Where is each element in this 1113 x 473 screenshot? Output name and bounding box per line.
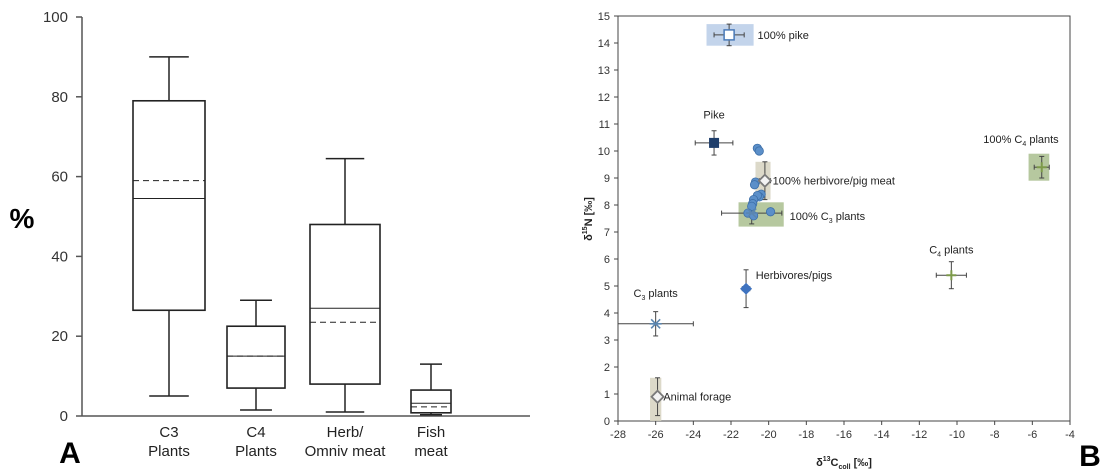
b-point-label: 100% pike — [757, 30, 808, 42]
b-point-label: C4 plants — [929, 245, 974, 259]
a-y-tick-label: 100 — [43, 9, 68, 26]
b-y-tick-label: 12 — [598, 92, 610, 104]
panel-a: % A 0 20 40 60 80 100 C3 Plants C4 Plants Herb/Om… — [10, 9, 530, 470]
a-category-label: Plants — [148, 443, 190, 460]
b-x-tick-label: -14 — [874, 429, 890, 441]
b-point-label: Herbivores/pigs — [756, 270, 833, 282]
b-y-tick-label: 1 — [604, 389, 610, 401]
panel-b: -28 -26 -24 -22 -20 -18 -16 -14 -12 -10 -8 -6 -40123… — [582, 11, 1101, 473]
b-x-tick-label: -28 — [610, 429, 626, 441]
b-x-tick-label: -20 — [761, 429, 777, 441]
a-category-label: Herb/ — [327, 424, 365, 441]
b-x-tick-label: -12 — [911, 429, 927, 441]
a-box — [132, 99, 206, 312]
b-y-tick-label: 2 — [604, 362, 610, 374]
b-endmember-marker — [745, 208, 758, 219]
b-y-tick-label: 3 — [604, 335, 610, 347]
b-point-label: 100% C3 plants — [790, 211, 866, 225]
b-point-label: Pike — [703, 110, 724, 122]
b-y-tick-label: 6 — [604, 254, 610, 266]
b-point-label: Animal forage — [663, 392, 731, 404]
b-x-tick-label: -8 — [990, 429, 1000, 441]
b-x-tick-label: -10 — [949, 429, 965, 441]
b-y-tick-label: 4 — [604, 308, 610, 320]
a-y-tick-label: 0 — [60, 408, 68, 425]
a-box — [309, 223, 381, 385]
a-y-tick-label: 80 — [51, 89, 68, 106]
b-y-tick-label: 13 — [598, 65, 610, 77]
b-x-tick-label: -22 — [723, 429, 739, 441]
b-y-tick-label: 7 — [604, 227, 610, 239]
a-category-label: Omniv meat — [305, 443, 387, 460]
b-individual-point — [765, 207, 776, 217]
a-y-tick-label: 60 — [51, 169, 68, 186]
b-y-tick-label: 5 — [604, 281, 610, 293]
b-x-tick-label: -26 — [648, 429, 664, 441]
a-category-label: meat — [414, 443, 448, 460]
b-endmember-marker — [1036, 162, 1047, 173]
a-y-tick-label: 20 — [51, 328, 68, 345]
a-y-tick-label: 40 — [51, 248, 68, 265]
b-source-marker — [946, 270, 957, 281]
a-category-label: C3 — [159, 424, 178, 441]
b-x-tick-label: -16 — [836, 429, 852, 441]
b-x-tick-label: -6 — [1027, 429, 1037, 441]
a-category-label: Fish — [417, 424, 445, 441]
b-x-tick-label: -18 — [798, 429, 814, 441]
b-endmember-marker — [650, 389, 665, 404]
a-category-label: Plants — [235, 443, 277, 460]
b-individual-point — [749, 180, 760, 190]
b-point-label: C3 plants — [634, 288, 679, 302]
b-point-label: 100% C4 plants — [983, 134, 1059, 148]
b-endmember-marker — [757, 173, 773, 188]
b-x-tick-label: -24 — [685, 429, 701, 441]
a-y-label: % — [10, 203, 35, 234]
b-x-label: δ13Ccoll [‰] — [816, 456, 872, 471]
b-source-marker — [740, 282, 753, 295]
a-box — [226, 325, 286, 389]
a-panel-label: A — [59, 437, 81, 470]
a-box — [410, 389, 452, 414]
b-y-tick-label: 10 — [598, 146, 610, 158]
b-y-tick-label: 15 — [598, 11, 610, 23]
b-x-tick-label: -4 — [1065, 429, 1075, 441]
a-category-label: C4 — [246, 424, 265, 441]
b-y-tick-label: 0 — [604, 416, 610, 428]
b-endmember-marker — [723, 29, 735, 41]
b-y-label: δ15N [‰] — [582, 197, 595, 241]
b-source-marker — [649, 318, 662, 329]
b-source-marker — [709, 137, 720, 148]
b-y-tick-label: 11 — [599, 119, 610, 131]
b-individual-point — [754, 146, 764, 156]
b-y-tick-label: 8 — [604, 200, 610, 212]
b-y-tick-label: 9 — [604, 173, 610, 185]
b-y-tick-label: 14 — [598, 38, 610, 50]
b-point-label: 100% herbivore/pig meat — [773, 176, 895, 188]
b-panel-label: B — [1079, 440, 1101, 473]
